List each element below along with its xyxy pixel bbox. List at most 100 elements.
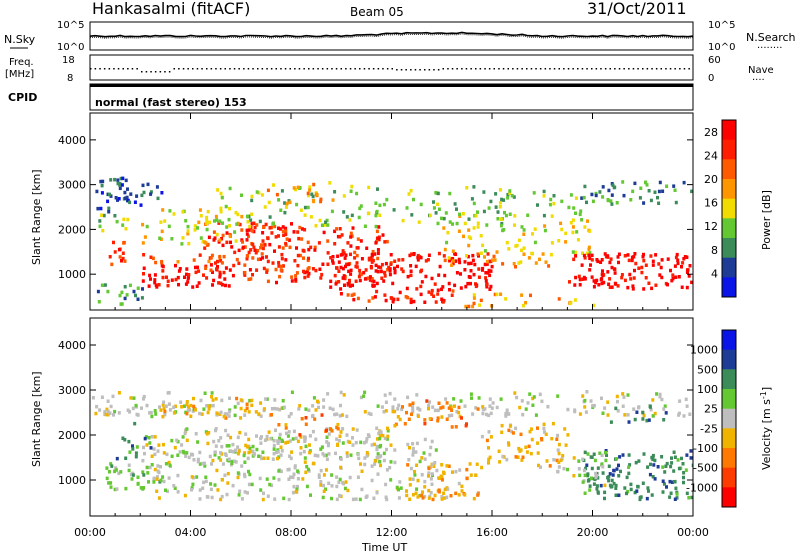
freq-dot xyxy=(340,68,342,70)
heatmap-cell xyxy=(220,261,224,265)
heatmap-cell xyxy=(583,184,587,189)
heatmap-cell xyxy=(455,207,458,211)
heatmap-cell xyxy=(181,449,185,454)
heatmap-cell xyxy=(247,228,251,232)
heatmap-cell xyxy=(311,414,314,419)
heatmap-cell xyxy=(610,478,614,483)
freq-dot xyxy=(122,68,124,70)
heatmap-cell xyxy=(345,262,349,266)
heatmap-cell xyxy=(91,396,95,400)
frequency-dots xyxy=(90,68,690,73)
heatmap-cell xyxy=(123,259,127,263)
y-tick-label: 1000 xyxy=(58,268,86,281)
heatmap-cell xyxy=(168,209,172,213)
heatmap-cell xyxy=(557,465,561,469)
heatmap-cell xyxy=(190,486,194,490)
heatmap-cell xyxy=(460,416,463,420)
heatmap-cell xyxy=(351,436,354,440)
heatmap-cell xyxy=(607,478,611,483)
heatmap-cell xyxy=(468,275,472,279)
heatmap-cell xyxy=(281,399,285,403)
heatmap-cell xyxy=(595,487,599,491)
heatmap-cell xyxy=(406,395,410,400)
heatmap-cell xyxy=(651,475,655,479)
heatmap-cell xyxy=(173,486,177,490)
heatmap-cell xyxy=(508,424,512,428)
heatmap-cell xyxy=(609,199,613,203)
freq-dot xyxy=(424,69,426,71)
heatmap-cell xyxy=(225,240,229,245)
heatmap-cell xyxy=(668,479,672,484)
freq-dot xyxy=(526,68,528,70)
heatmap-cell xyxy=(443,496,447,500)
heatmap-cell xyxy=(582,195,586,200)
heatmap-cell xyxy=(465,186,469,190)
heatmap-cell xyxy=(349,268,353,273)
heatmap-cell xyxy=(281,264,285,268)
heatmap-cell xyxy=(210,462,213,466)
heatmap-cell xyxy=(327,481,331,486)
heatmap-cell xyxy=(494,205,498,209)
heatmap-cell xyxy=(338,493,341,498)
heatmap-cell xyxy=(465,467,469,472)
heatmap-cell xyxy=(285,431,288,436)
heatmap-cell xyxy=(485,223,489,227)
heatmap-cell xyxy=(190,475,194,479)
heatmap-cell xyxy=(614,493,618,497)
heatmap-cell xyxy=(395,485,399,490)
heatmap-cell xyxy=(180,405,184,409)
heatmap-cell xyxy=(344,253,348,257)
heatmap-cell xyxy=(481,405,485,409)
freq-dot xyxy=(280,68,282,70)
heatmap-cell xyxy=(100,191,104,195)
heatmap-cell xyxy=(374,241,378,245)
heatmap-cell xyxy=(296,439,300,444)
heatmap-cell xyxy=(684,397,688,402)
heatmap-cell xyxy=(304,416,308,420)
heatmap-cell xyxy=(294,277,298,282)
heatmap-cell xyxy=(651,453,655,458)
heatmap-cell xyxy=(306,240,310,245)
freq-dot xyxy=(201,68,203,70)
heatmap-cell xyxy=(272,183,275,187)
heatmap-cell xyxy=(596,476,600,480)
heatmap-cell xyxy=(380,405,384,409)
heatmap-cell xyxy=(208,220,211,225)
heatmap-cell xyxy=(629,482,633,487)
heatmap-cell xyxy=(165,275,168,279)
heatmap-cell xyxy=(322,398,326,402)
heatmap-cell xyxy=(215,468,219,473)
heatmap-cell xyxy=(292,429,296,434)
heatmap-cell xyxy=(390,296,394,301)
heatmap-cell xyxy=(140,406,143,410)
heatmap-cell xyxy=(314,408,318,412)
heatmap-cell xyxy=(631,284,635,288)
heatmap-cell xyxy=(463,221,467,226)
heatmap-cell xyxy=(285,237,289,241)
heatmap-cell xyxy=(534,261,538,265)
power-colorbar-swatch xyxy=(722,257,736,278)
heatmap-cell xyxy=(573,298,577,302)
heatmap-cell xyxy=(252,245,256,250)
heatmap-cell xyxy=(359,239,363,243)
heatmap-cell xyxy=(672,469,676,473)
heatmap-cell xyxy=(229,240,232,245)
heatmap-cell xyxy=(250,229,254,233)
heatmap-cell xyxy=(287,467,291,472)
heatmap-cell xyxy=(198,462,202,466)
heatmap-cell xyxy=(441,285,445,289)
velocity-colorbar-label-exp: -1 xyxy=(759,391,768,399)
heatmap-cell xyxy=(559,221,563,226)
heatmap-cell xyxy=(499,397,503,401)
heatmap-cell xyxy=(222,270,226,275)
heatmap-cell xyxy=(630,255,634,260)
heatmap-cell xyxy=(259,401,263,405)
heatmap-cell xyxy=(317,405,320,410)
heatmap-cell xyxy=(584,410,588,414)
heatmap-cell xyxy=(670,456,673,460)
heatmap-cell xyxy=(272,447,276,451)
heatmap-cell xyxy=(205,215,209,220)
heatmap-cell xyxy=(455,271,459,275)
heatmap-cell xyxy=(389,443,393,447)
noise-sky-line xyxy=(89,31,694,38)
